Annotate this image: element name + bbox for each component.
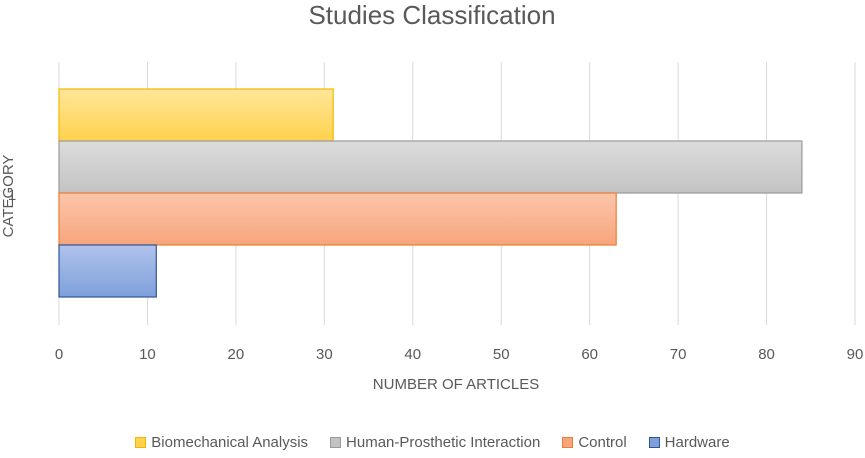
legend-item: Control [562,434,627,451]
legend-label: Human-Prosthetic Interaction [346,434,541,451]
bar-biomechanical-analysis [58,88,334,142]
chart-title: Studies Classification [308,0,555,30]
category-tick-label: 1 [8,187,16,204]
x-tick-label: 60 [581,346,598,363]
x-tick-label: 30 [316,346,333,363]
legend-swatch [562,437,574,448]
legend-label: Biomechanical Analysis [151,434,309,451]
x-tick-label: 50 [493,346,510,363]
legend-swatch [135,437,147,448]
legend-item: Hardware [648,434,730,451]
x-tick-label: 0 [55,346,63,363]
x-tick-label: 20 [228,346,245,363]
bars [58,88,803,298]
legend-item: Biomechanical Analysis [135,434,308,451]
legend-label: Control [578,434,627,451]
bar-human-prosthetic-interaction [58,140,803,194]
y-axis-title: CATEGORY [0,155,17,238]
x-axis-ticks: 0 10 20 30 40 50 60 70 80 90 [55,346,864,363]
x-tick-label: 70 [670,346,687,363]
legend-swatch [648,437,660,448]
legend-swatch [330,437,342,448]
legend-item: Human-Prosthetic Interaction [330,434,540,451]
x-tick-label: 10 [139,346,156,363]
x-axis-title: NUMBER OF ARTICLES [373,376,539,393]
x-tick-label: 80 [758,346,775,363]
bar-hardware [58,244,157,298]
legend: Biomechanical Analysis Human-Prosthetic I… [0,434,865,451]
x-tick-label: 90 [847,346,864,363]
legend-label: Hardware [664,434,730,451]
bar-control [58,192,617,246]
x-tick-label: 40 [404,346,421,363]
